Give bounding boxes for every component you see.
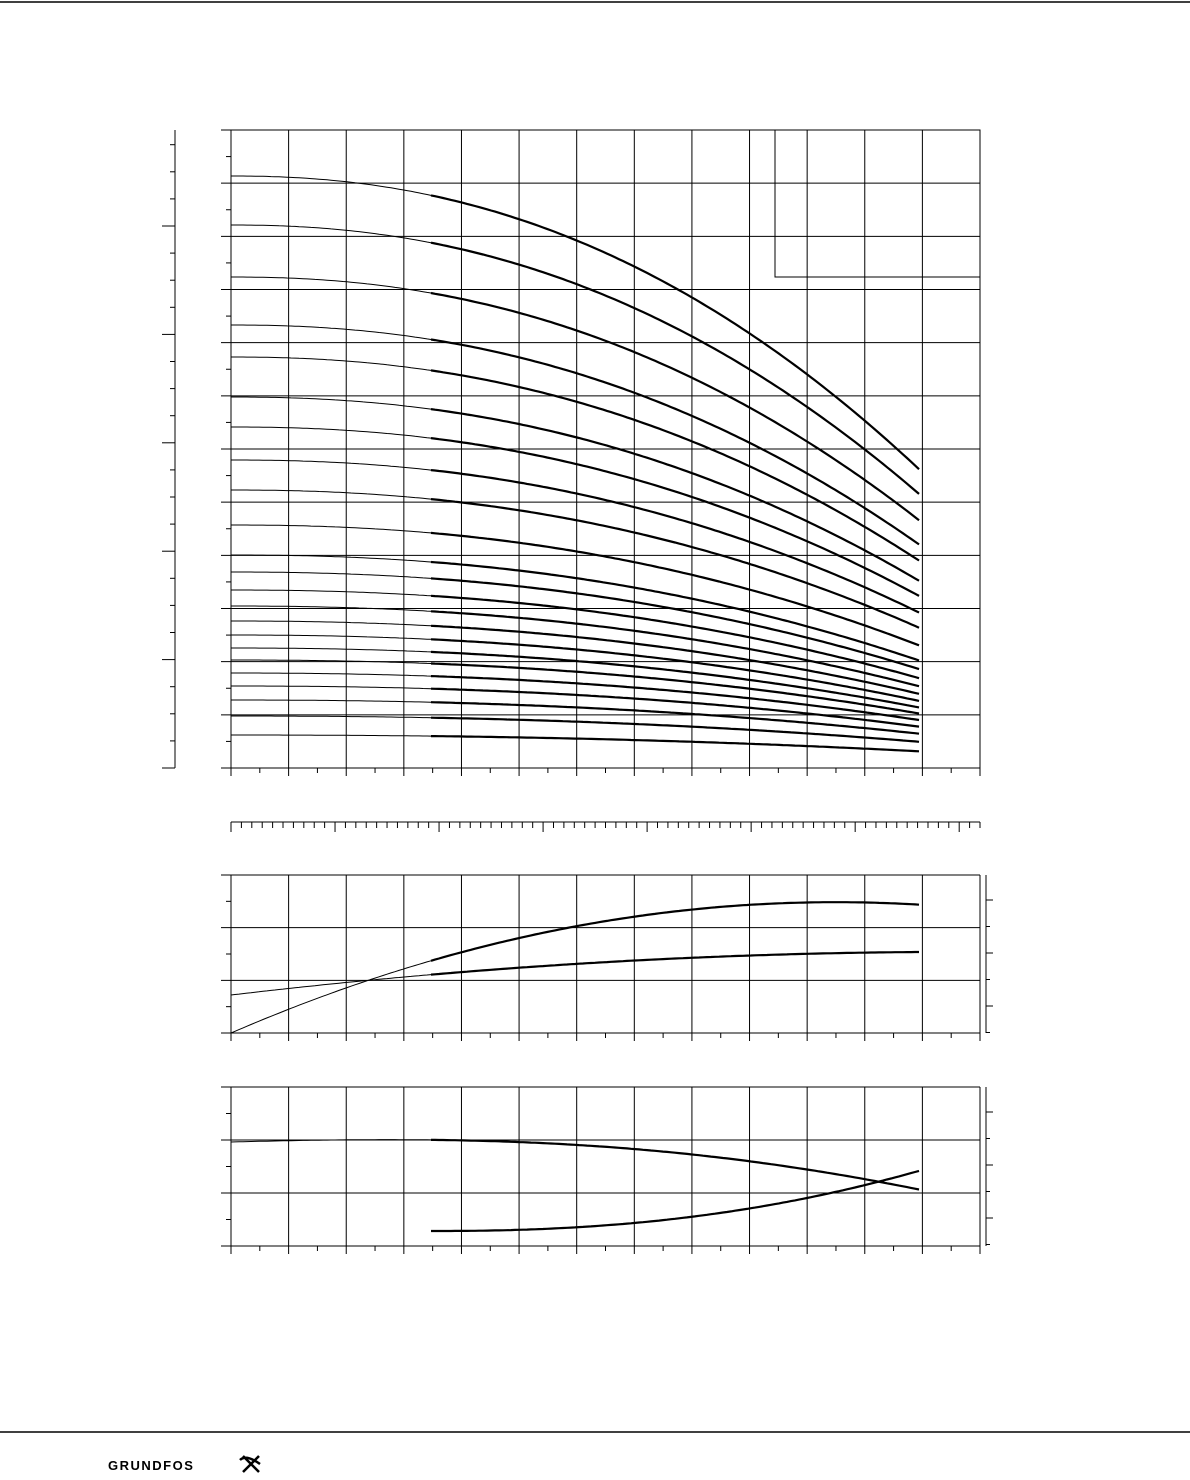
curve [231, 734, 920, 752]
curve [431, 1169, 920, 1233]
curve [430, 194, 920, 470]
curve [430, 687, 920, 728]
curve [231, 396, 920, 582]
curve [430, 531, 920, 647]
curve [230, 1139, 920, 1190]
curve [231, 459, 920, 613]
curve [231, 634, 920, 702]
curve [430, 650, 920, 709]
curve [430, 469, 920, 614]
legend-box [774, 129, 981, 278]
curve [430, 624, 920, 695]
curve [430, 241, 920, 495]
curve [430, 716, 920, 743]
curve [230, 901, 920, 1034]
curve [430, 577, 920, 671]
curve [430, 338, 920, 546]
curve [231, 356, 920, 561]
curve [430, 498, 920, 629]
curve [431, 735, 920, 753]
curve [430, 950, 919, 976]
curve [430, 638, 920, 702]
curve [430, 662, 920, 715]
curve [231, 426, 920, 597]
curve [230, 951, 919, 996]
logo-mark [239, 1455, 261, 1473]
curve [231, 589, 920, 679]
curve [431, 1138, 920, 1191]
curve [430, 291, 920, 522]
logo-text: GRUNDFOS [108, 1458, 194, 1473]
curve [430, 369, 920, 562]
curve [430, 901, 920, 962]
curve [231, 324, 920, 545]
curve [430, 610, 920, 688]
curve [430, 408, 920, 582]
curve [430, 701, 920, 735]
curve [430, 560, 920, 662]
curve [430, 594, 920, 680]
curve [430, 675, 920, 722]
curve [231, 276, 920, 521]
curve [430, 437, 920, 597]
